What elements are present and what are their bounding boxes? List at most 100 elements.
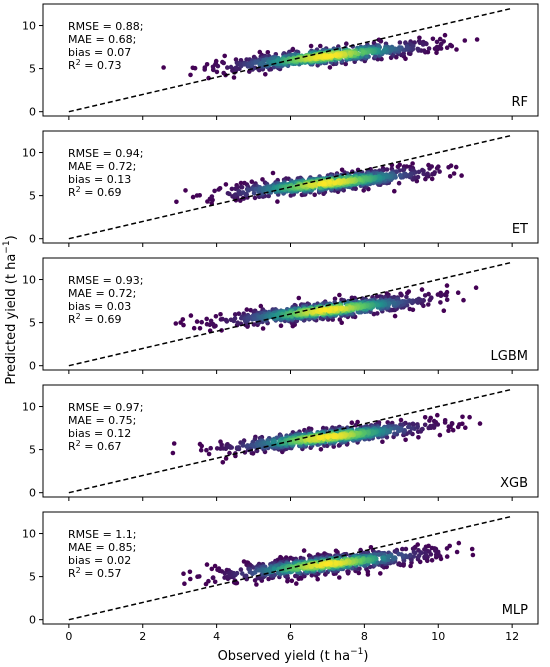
data-point [294,581,299,586]
data-point [265,50,271,55]
data-point [308,43,314,49]
data-point [276,570,281,575]
data-point [215,63,221,69]
data-point [338,306,344,312]
data-point [461,297,466,303]
y-tick-label: 0 [29,614,36,627]
data-point [370,429,375,435]
data-point [442,32,448,38]
data-point [220,460,226,465]
model-label: XGB [500,476,528,491]
data-point [197,326,203,331]
data-point [422,422,428,428]
data-point [204,447,209,453]
data-point [396,551,402,557]
data-point [446,424,452,429]
data-point [181,322,186,328]
data-point [426,46,432,51]
data-point [322,443,327,448]
data-point [332,296,338,302]
data-point [394,54,399,60]
data-point [315,576,321,582]
data-point [402,428,408,433]
data-point [233,192,238,197]
data-point [342,51,348,57]
scatter-points [174,161,464,206]
y-axis-label: Predicted yield (t ha−1) [2,235,19,384]
data-point [448,42,453,48]
data-point [188,72,193,78]
data-point [161,65,166,70]
data-point [415,429,421,435]
data-point [259,60,264,66]
data-point [318,447,324,452]
data-point [243,573,249,579]
data-point [174,199,179,205]
data-point [224,319,230,324]
panel-rf: 0 5 10 RMSE = 0.88;MAE = 0.68;bias = 0.07R2… [22,3,539,120]
data-point [337,317,343,322]
data-point [234,570,240,576]
data-point [394,169,400,174]
data-point [343,61,349,67]
data-point [378,571,383,576]
data-point [198,447,204,453]
data-point [333,560,339,566]
data-point [263,72,268,77]
data-point [422,415,428,420]
r2-line: R2 = 0.73 [68,58,121,72]
data-point [444,297,450,303]
data-point [357,558,363,563]
data-point [427,297,433,303]
r2-line: R2 = 0.57 [68,566,121,580]
data-point [306,436,312,442]
data-point [220,316,225,322]
data-point [457,422,462,427]
data-point [309,563,314,568]
stat-line: bias = 0.13 [68,173,131,186]
data-point [298,575,303,581]
stat-line: MAE = 0.72; [68,287,136,300]
data-point [202,67,207,72]
data-point [444,554,450,559]
y-tick-label: 5 [29,63,36,76]
data-point [455,290,461,296]
data-point [239,185,245,190]
data-point [435,412,440,418]
data-point [240,190,246,195]
data-point [266,187,272,192]
data-point [236,311,242,317]
data-point [337,575,342,580]
data-point [387,301,392,306]
data-point [272,572,278,578]
stat-line: bias = 0.07 [68,46,131,59]
data-point [246,187,251,193]
model-label: LGBM [491,349,528,364]
data-point [199,443,204,449]
data-point [192,65,198,71]
stat-line: bias = 0.02 [68,554,131,567]
data-point [404,294,409,300]
data-point [321,181,327,186]
data-point [180,317,186,322]
data-point [278,323,284,329]
data-point [170,450,176,456]
data-point [401,168,406,173]
data-point [416,435,421,440]
data-point [206,451,212,457]
data-point [426,425,432,431]
y-tick-label: 10 [22,528,36,541]
data-point [228,64,234,70]
data-point [209,566,215,572]
y-tick-label: 0 [29,106,36,119]
data-point [426,302,431,307]
data-point [423,550,428,556]
data-point [392,188,397,194]
data-point [240,571,245,576]
data-point [402,171,407,177]
stat-line: MAE = 0.68; [68,33,136,46]
data-point [212,188,217,194]
data-point [423,176,428,182]
data-point [233,186,238,192]
model-label: RF [511,95,528,110]
